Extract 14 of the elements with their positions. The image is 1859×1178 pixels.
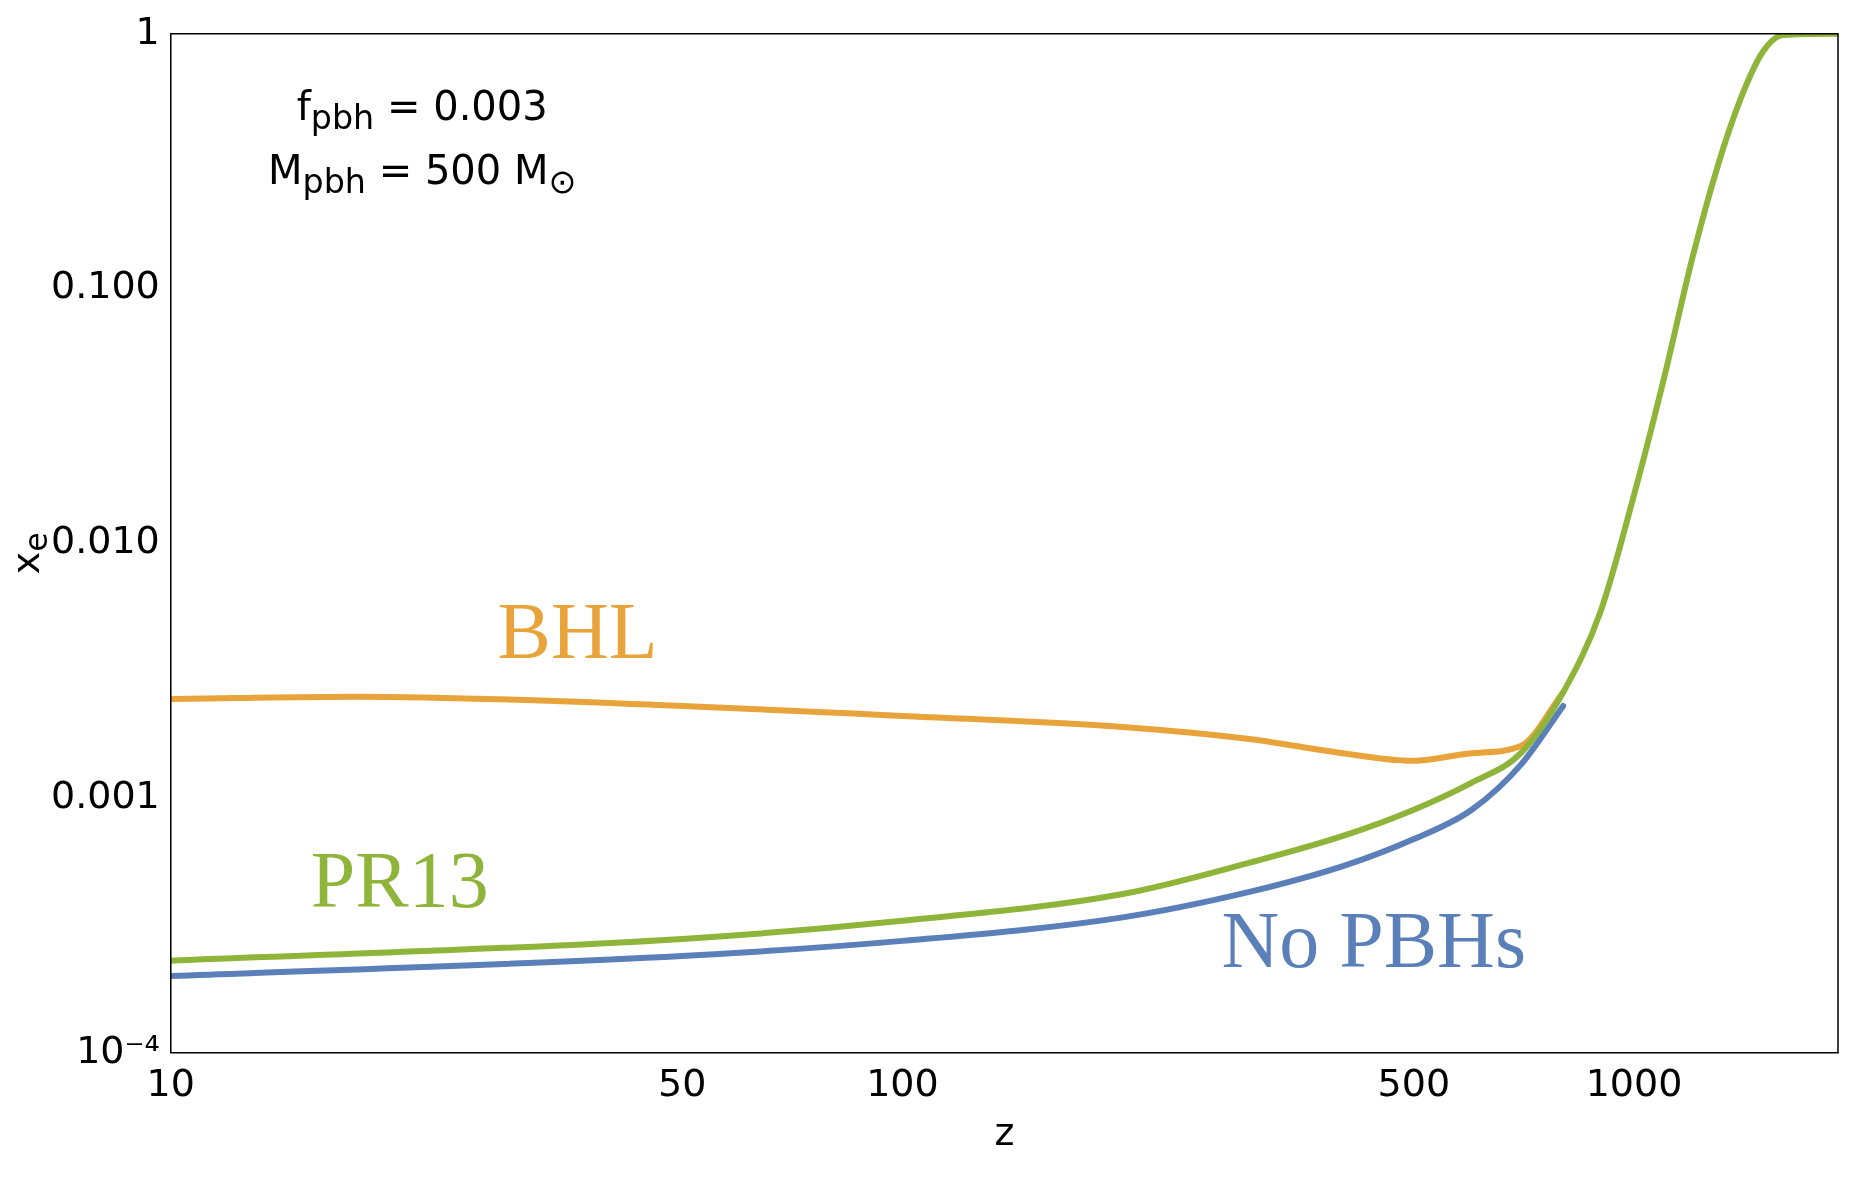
y-tick-label: 0.010 xyxy=(50,518,160,563)
series-label: No PBHs xyxy=(1221,896,1527,985)
series-label: BHL xyxy=(497,586,658,675)
annotation: f$_{pbh}$ = 0.003 xyxy=(295,82,549,139)
y-tick-label: 1 xyxy=(135,8,160,53)
x-axis-title: z xyxy=(994,1110,1015,1155)
x-tick-label: 100 xyxy=(866,1061,939,1106)
x-tick-label: 50 xyxy=(658,1061,707,1106)
x-tick-label: 1000 xyxy=(1585,1061,1683,1106)
y-tick-label: 0.100 xyxy=(50,263,160,308)
x-tick-label: 500 xyxy=(1377,1061,1451,1106)
annotation: M$_{pbh}$ = 500 M$_{⊙}$ xyxy=(268,145,577,203)
y-tick-label: 0.001 xyxy=(50,772,160,817)
series-label: PR13 xyxy=(310,835,489,924)
